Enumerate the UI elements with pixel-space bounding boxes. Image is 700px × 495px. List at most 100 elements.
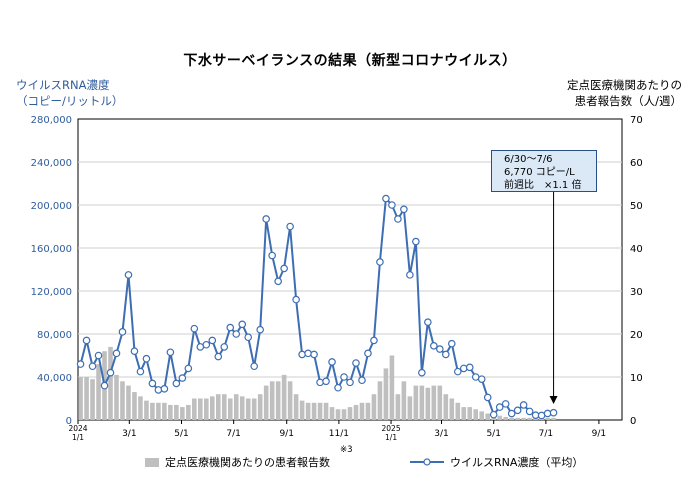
bar xyxy=(90,379,95,420)
bar xyxy=(215,394,221,420)
series-point xyxy=(364,349,372,358)
left-tick-label: 200,000 xyxy=(31,201,72,212)
bar xyxy=(371,394,377,420)
series-point xyxy=(118,328,127,336)
series-point xyxy=(507,409,516,418)
bar xyxy=(192,398,197,420)
callout-period: 6/30〜7/6 xyxy=(504,154,553,165)
bar xyxy=(198,398,203,420)
series-point xyxy=(489,410,498,419)
series-point xyxy=(280,264,288,273)
right-axis-title: 定点医療機関あたりの 患者報告数（人/週） xyxy=(567,77,682,109)
series-point xyxy=(220,343,229,351)
bar xyxy=(461,407,467,420)
series-point xyxy=(459,364,468,373)
x-tick-label: 5/1 xyxy=(486,429,500,439)
bar xyxy=(395,394,401,420)
left-tick-label: 40,000 xyxy=(37,373,72,384)
right-tick-label: 20 xyxy=(630,330,643,341)
series-point xyxy=(94,351,103,360)
legend-line: ウイルスRNA濃度（平均） xyxy=(410,454,583,470)
series-point xyxy=(346,378,354,387)
bar xyxy=(425,387,431,420)
left-tick-label: 120,000 xyxy=(31,287,72,298)
latest-value-callout: 6/30〜7/6 6,770 コピー/L 前週比 ×1.1 倍 xyxy=(491,150,597,192)
left-tick-label: 240,000 xyxy=(31,158,72,169)
series-point xyxy=(298,350,306,359)
x-tick-label: 1/1 xyxy=(385,433,397,442)
x-tick-label: 3/1 xyxy=(122,429,136,439)
series-point xyxy=(441,350,450,359)
bar xyxy=(545,417,550,420)
series-point xyxy=(316,378,324,387)
series-point xyxy=(184,364,193,373)
series-point xyxy=(304,349,312,358)
series-point xyxy=(501,400,510,408)
series-point xyxy=(400,205,408,214)
series-point xyxy=(160,385,169,393)
right-tick-label: 10 xyxy=(630,373,643,384)
series-point xyxy=(292,295,300,304)
series-point xyxy=(166,348,175,357)
series-point xyxy=(208,336,217,345)
x-tick-label-year: 2024 xyxy=(68,424,87,433)
series-point xyxy=(256,325,264,334)
series-point xyxy=(190,324,199,333)
bar xyxy=(108,346,113,420)
series-point xyxy=(513,406,522,415)
bar xyxy=(503,416,508,420)
series-point xyxy=(112,349,121,358)
x-tick-label: 11/1 xyxy=(329,429,349,439)
bar xyxy=(281,374,287,420)
bar xyxy=(329,407,335,420)
bar xyxy=(287,381,293,420)
bar xyxy=(515,417,520,420)
series-point xyxy=(519,401,528,409)
bar xyxy=(245,398,251,420)
bar xyxy=(419,385,425,420)
bar xyxy=(257,394,263,420)
x-tick-label: 1/1 xyxy=(72,433,84,442)
bar xyxy=(527,417,532,420)
right-tick-label: 50 xyxy=(630,201,643,212)
bar xyxy=(311,402,317,420)
bar xyxy=(305,402,311,420)
series-point xyxy=(130,347,139,356)
series-point xyxy=(148,379,157,388)
series-point xyxy=(136,367,145,376)
series-point xyxy=(340,373,348,381)
bar xyxy=(479,411,485,420)
series-point xyxy=(178,374,187,382)
bar xyxy=(443,394,449,420)
bar xyxy=(467,407,473,420)
series-point xyxy=(322,377,330,386)
series-point xyxy=(352,359,360,367)
right-tick-label: 0 xyxy=(630,416,636,427)
bar xyxy=(383,368,389,420)
x-tick-label: 7/1 xyxy=(226,429,240,439)
left-axis-title: ウイルスRNA濃度 （コピー/リットル） xyxy=(16,77,123,109)
bar xyxy=(120,381,125,420)
bar xyxy=(132,392,137,420)
series-point xyxy=(334,383,342,392)
series-point xyxy=(244,333,253,342)
right-tick-label: 40 xyxy=(630,244,643,255)
bar xyxy=(377,381,383,420)
series-point xyxy=(88,362,97,371)
x-tick-label: 3/1 xyxy=(434,429,448,439)
bar xyxy=(209,396,215,420)
right-tick-label: 60 xyxy=(630,158,643,169)
bar xyxy=(335,409,341,420)
bar xyxy=(186,404,191,420)
series-point xyxy=(226,323,235,332)
bar xyxy=(413,385,419,420)
bar xyxy=(144,400,149,420)
bar xyxy=(407,396,413,420)
series-point xyxy=(274,277,282,286)
bar xyxy=(227,398,233,420)
bar xyxy=(275,381,281,420)
bar xyxy=(233,394,239,420)
left-tick-label: 160,000 xyxy=(31,244,72,255)
bar xyxy=(239,396,245,420)
right-tick-label: 30 xyxy=(630,287,643,298)
